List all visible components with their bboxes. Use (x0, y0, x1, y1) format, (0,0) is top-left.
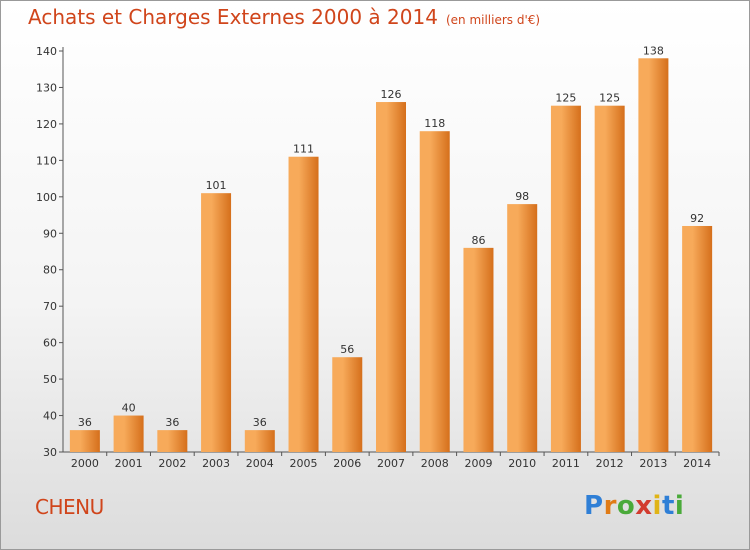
x-tick-label: 2010 (508, 457, 536, 470)
bar (157, 430, 188, 452)
bar (594, 105, 625, 452)
logo-letter: i (652, 491, 662, 521)
x-tick-label: 2014 (683, 457, 711, 470)
data-labels: 36 40 36 101 36 111 56 126 118 86 98 125 125 138 92 (78, 44, 704, 429)
bar (69, 430, 100, 452)
data-label: 56 (340, 343, 354, 356)
x-tick-label: 2007 (377, 457, 405, 470)
logo-letter: r (603, 491, 617, 521)
y-tick-label: 130 (36, 81, 57, 94)
y-tick-label: 140 (36, 45, 57, 58)
x-tick-label: 2000 (71, 457, 99, 470)
data-label: 36 (165, 416, 179, 429)
logo-letter: x (635, 491, 653, 521)
data-label: 126 (381, 88, 402, 101)
data-label: 118 (424, 117, 445, 130)
unit-label: (en milliers d'€) (445, 13, 541, 27)
y-tick-label: 90 (43, 227, 57, 240)
x-tick-label: 2013 (639, 457, 667, 470)
x-tick-label: 2003 (202, 457, 230, 470)
x-tick-label: 2002 (158, 457, 186, 470)
x-tick-label: 2011 (552, 457, 580, 470)
bar (463, 247, 494, 452)
bar (550, 105, 581, 452)
data-label: 125 (555, 92, 576, 105)
bar (507, 204, 538, 452)
data-label: 125 (599, 92, 620, 105)
data-label: 101 (206, 179, 227, 192)
bars (69, 58, 713, 453)
data-label: 98 (515, 190, 529, 203)
data-label: 40 (122, 402, 136, 415)
x-tick-label: 2005 (290, 457, 318, 470)
chart-title: Achats et Charges Externes 2000 à 2014 (e… (28, 5, 540, 29)
bar (201, 193, 232, 452)
y-tick-label: 50 (43, 373, 57, 386)
data-label: 86 (471, 234, 485, 247)
x-tick-label: 2006 (333, 457, 361, 470)
data-label: 36 (78, 416, 92, 429)
data-label: 36 (253, 416, 267, 429)
y-tick-label: 70 (43, 300, 57, 313)
x-tick-label: 2009 (464, 457, 492, 470)
bar (419, 131, 450, 452)
title-text: Achats et Charges Externes 2000 à 2014 (28, 5, 438, 29)
y-tick-label: 110 (36, 154, 57, 167)
logo-letter: o (616, 491, 636, 521)
bar (332, 357, 363, 452)
proxiti-logo: Proxiti (584, 491, 684, 521)
bar (244, 430, 275, 452)
y-tick-label: 120 (36, 118, 57, 131)
data-label: 138 (643, 44, 664, 57)
logo-letter: t (661, 491, 675, 521)
y-tick-label: 30 (43, 446, 57, 459)
data-label: 111 (293, 143, 314, 156)
y-tick-label: 60 (43, 337, 57, 350)
bar (638, 58, 669, 453)
x-tick-label: 2004 (246, 457, 274, 470)
axes: 30 40 50 60 70 80 90 100 110 120 130 140 2000 2001 200… (36, 45, 720, 470)
y-tick-label: 40 (43, 410, 57, 423)
bar (376, 102, 406, 452)
bar (113, 415, 144, 452)
city-name: CHENU (35, 495, 104, 519)
logo-letter: i (674, 491, 685, 521)
x-tick-label: 2001 (115, 457, 143, 470)
bar (682, 225, 713, 452)
data-label: 92 (690, 212, 704, 225)
bar (288, 156, 319, 452)
y-tick-label: 80 (43, 264, 57, 277)
x-tick-label: 2008 (421, 457, 449, 470)
x-tick-label: 2012 (596, 457, 624, 470)
logo-letter: P (584, 491, 604, 521)
y-tick-label: 100 (36, 191, 57, 204)
